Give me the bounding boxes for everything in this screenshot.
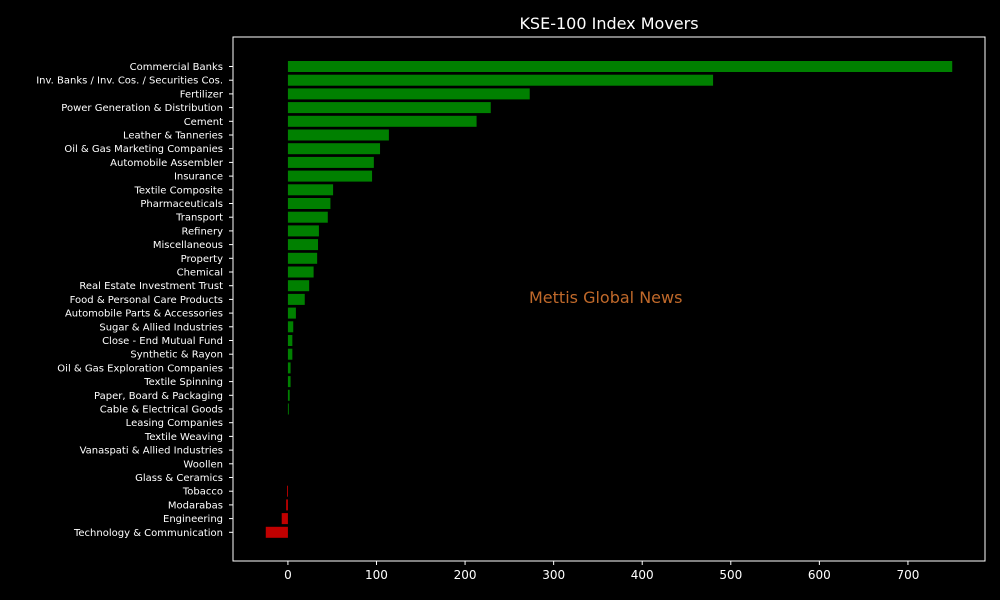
y-tick-label: Modarabas: [168, 500, 223, 511]
bar: [287, 74, 714, 86]
y-tick-label: Inv. Banks / Inv. Cos. / Securities Cos.: [36, 76, 223, 87]
y-tick-label: Refinery: [182, 226, 224, 237]
bar: [265, 526, 288, 538]
y-tick-label: Power Generation & Distribution: [61, 103, 223, 114]
bar: [287, 376, 291, 388]
bar: [287, 170, 373, 182]
y-tick-label: Synthetic & Rayon: [130, 350, 223, 361]
bar: [287, 102, 491, 114]
bar: [287, 115, 477, 127]
bar: [287, 307, 296, 319]
watermark: Mettis Global News: [529, 288, 683, 307]
bar: [287, 321, 294, 333]
y-tick-label: Engineering: [163, 514, 223, 525]
bar: [287, 198, 331, 209]
y-tick-label: Transport: [175, 213, 223, 224]
bar: [287, 266, 314, 278]
bar: [287, 211, 328, 223]
y-tick-label: Fertilizer: [180, 89, 224, 100]
y-tick-label: Food & Personal Care Products: [70, 295, 223, 306]
y-tick-label: Oil & Gas Marketing Companies: [64, 144, 223, 155]
bar: [287, 156, 374, 168]
y-tick-label: Miscellaneous: [153, 240, 223, 251]
y-tick-labels: Commercial Banks Inv. Banks / Inv. Cos. /…: [36, 62, 233, 539]
bar: [287, 293, 305, 305]
y-tick-label: Automobile Assembler: [110, 158, 224, 169]
x-tick-label: 200: [454, 568, 477, 582]
x-tick-label: 700: [896, 568, 919, 582]
x-tick-label: 0: [284, 568, 292, 582]
y-tick-label: Close - End Mutual Fund: [102, 336, 223, 347]
y-tick-label: Insurance: [174, 172, 223, 183]
bar: [287, 129, 389, 141]
x-tick-label: 100: [365, 568, 388, 582]
x-tick-label: 500: [719, 568, 742, 582]
bar: [281, 513, 288, 525]
bar: [286, 499, 288, 511]
y-tick-label: Textile Weaving: [144, 432, 223, 443]
bar: [287, 403, 289, 415]
y-tick-label: Chemical: [177, 268, 223, 279]
y-tick-label: Textile Composite: [134, 185, 223, 196]
x-tick-label: 400: [631, 568, 654, 582]
x-tick-label: 600: [808, 568, 831, 582]
bar: [287, 143, 381, 155]
y-tick-label: Technology & Communication: [73, 528, 223, 539]
y-tick-label: Paper, Board & Packaging: [94, 391, 223, 402]
bar: [287, 88, 530, 100]
x-tick-label: 300: [542, 568, 565, 582]
y-tick-label: Textile Spinning: [143, 377, 223, 388]
y-tick-label: Real Estate Investment Trust: [79, 281, 223, 292]
y-tick-label: Glass & Ceramics: [135, 473, 223, 484]
chart-title: KSE-100 Index Movers: [519, 14, 698, 33]
bar: [287, 61, 953, 72]
bars: [265, 61, 953, 538]
x-ticks: 0 100 200 300 400 500 600 700: [284, 561, 919, 582]
bar: [287, 225, 319, 237]
bar: [287, 348, 293, 360]
y-tick-label: Cement: [184, 117, 223, 128]
bar: [287, 239, 319, 251]
y-tick-label: Leasing Companies: [126, 418, 223, 429]
y-tick-label: Property: [181, 254, 223, 265]
bar: [287, 184, 334, 196]
y-tick-label: Tobacco: [182, 487, 223, 498]
y-tick-label: Automobile Parts & Accessories: [65, 309, 223, 320]
bar: [287, 335, 293, 346]
y-tick-label: Vanaspati & Allied Industries: [80, 446, 223, 457]
bar: [287, 362, 291, 374]
bar: [287, 252, 318, 264]
y-tick-label: Woollen: [183, 459, 223, 470]
bar: [287, 280, 310, 292]
y-tick-label: Pharmaceuticals: [140, 199, 223, 210]
y-tick-label: Sugar & Allied Industries: [99, 322, 223, 333]
y-tick-label: Oil & Gas Exploration Companies: [57, 363, 223, 374]
y-tick-label: Commercial Banks: [130, 62, 223, 73]
bar: [287, 389, 290, 401]
y-tick-label: Leather & Tanneries: [123, 131, 223, 142]
bar: [287, 485, 288, 497]
y-tick-label: Cable & Electrical Goods: [100, 405, 223, 416]
